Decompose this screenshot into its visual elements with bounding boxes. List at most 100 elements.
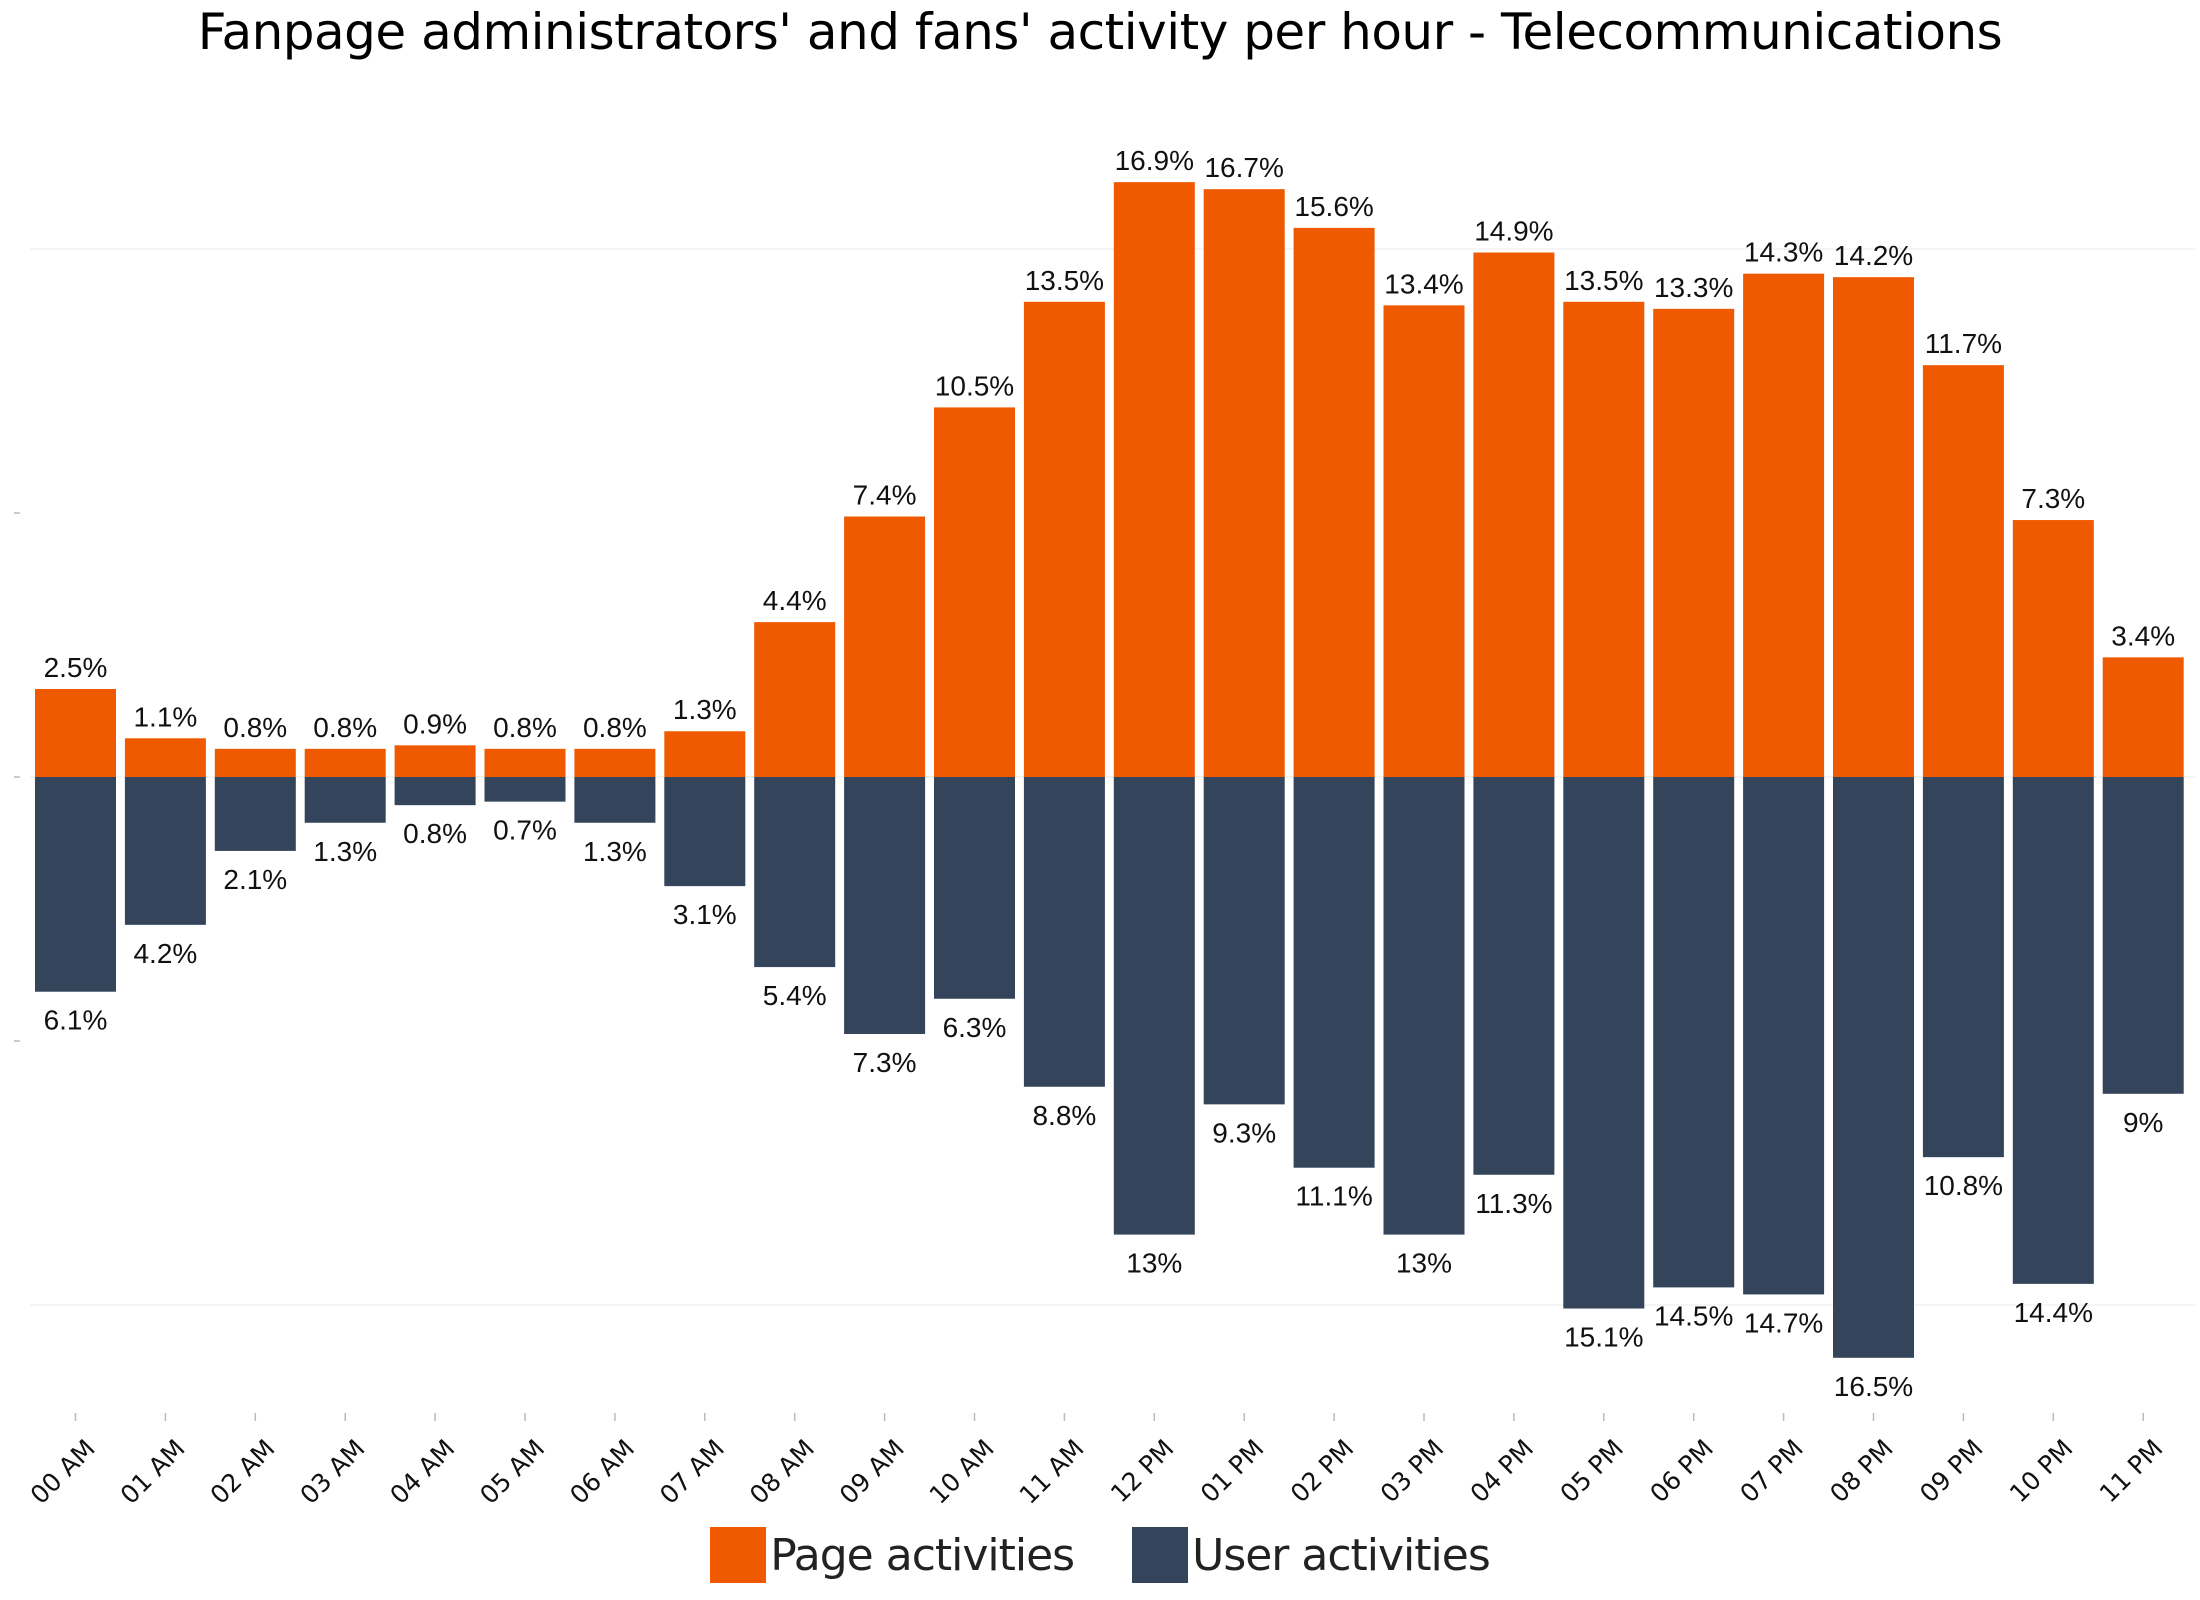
bar-page-activities[interactable]	[484, 748, 566, 777]
bar-page-activities[interactable]	[754, 622, 836, 777]
value-label-user-activities: 11.1%	[1295, 1181, 1372, 1212]
value-label-page-activities: 13.5%	[1564, 265, 1643, 296]
x-tick-label: 01 AM	[115, 1434, 191, 1510]
value-label-page-activities: 11.7%	[1925, 328, 2002, 359]
value-label-page-activities: 16.9%	[1115, 145, 1194, 176]
value-label-user-activities: 5.4%	[763, 980, 827, 1011]
bar-page-activities[interactable]	[2102, 657, 2184, 777]
bar-user-activities[interactable]	[124, 777, 206, 925]
value-label-page-activities: 10.5%	[935, 370, 1014, 401]
value-label-page-activities: 1.1%	[133, 701, 197, 732]
bar-user-activities[interactable]	[934, 777, 1015, 999]
legend-item-page-activities[interactable]: Page activities	[710, 1527, 1075, 1583]
bar-user-activities[interactable]	[1023, 777, 1105, 1087]
x-tick-label: 10 PM	[2004, 1434, 2079, 1509]
value-label-user-activities: 14.5%	[1654, 1300, 1733, 1331]
bar-page-activities[interactable]	[1743, 273, 1825, 777]
bar-user-activities[interactable]	[574, 777, 656, 823]
value-label-page-activities: 14.9%	[1474, 216, 1553, 247]
bar-user-activities[interactable]	[1833, 777, 1914, 1358]
x-tick-label: 04 AM	[384, 1434, 460, 1510]
bar-page-activities[interactable]	[214, 748, 296, 777]
value-label-user-activities: 15.1%	[1564, 1322, 1643, 1353]
bar-user-activities[interactable]	[214, 777, 296, 851]
bar-user-activities[interactable]	[304, 777, 386, 823]
bar-user-activities[interactable]	[394, 777, 476, 806]
bar-page-activities[interactable]	[1922, 365, 2004, 777]
value-label-user-activities: 9.3%	[1212, 1117, 1276, 1148]
value-label-user-activities: 10.8%	[1924, 1170, 2003, 1201]
bar-user-activities[interactable]	[484, 777, 566, 802]
value-label-user-activities: 13%	[1396, 1248, 1452, 1279]
value-label-page-activities: 0.8%	[223, 712, 287, 743]
value-label-page-activities: 7.3%	[2021, 483, 2085, 514]
legend: Page activities User activities	[0, 1527, 2200, 1583]
value-label-page-activities: 15.6%	[1294, 191, 1373, 222]
x-tick-label: 02 PM	[1285, 1434, 1360, 1509]
bar-page-activities[interactable]	[1383, 305, 1465, 777]
bar-page-activities[interactable]	[35, 689, 116, 777]
x-tick-label: 09 AM	[834, 1434, 910, 1510]
bar-page-activities[interactable]	[664, 731, 746, 777]
bar-user-activities[interactable]	[1383, 777, 1465, 1235]
x-tick-label: 09 PM	[1914, 1434, 1989, 1509]
bar-page-activities[interactable]	[304, 748, 386, 777]
bar-page-activities[interactable]	[1203, 189, 1285, 777]
bar-user-activities[interactable]	[1563, 777, 1645, 1309]
x-tick-label: 00 AM	[25, 1434, 101, 1510]
value-label-user-activities: 6.1%	[44, 1005, 108, 1036]
bar-page-activities[interactable]	[844, 516, 926, 777]
bar-user-activities[interactable]	[1203, 777, 1285, 1105]
value-label-user-activities: 1.3%	[313, 836, 377, 867]
bar-page-activities[interactable]	[1653, 308, 1735, 777]
bar-page-activities[interactable]	[934, 407, 1015, 777]
x-tick-label: 03 AM	[294, 1434, 370, 1510]
bar-user-activities[interactable]	[2102, 777, 2184, 1094]
bar-page-activities[interactable]	[574, 748, 656, 777]
bar-user-activities[interactable]	[1293, 777, 1375, 1168]
bar-page-activities[interactable]	[1023, 301, 1105, 777]
bar-user-activities[interactable]	[1653, 777, 1735, 1288]
bar-page-activities[interactable]	[1473, 252, 1555, 777]
bar-page-activities[interactable]	[1113, 182, 1195, 777]
value-label-user-activities: 9%	[2123, 1107, 2163, 1138]
x-tick-label: 05 AM	[474, 1434, 550, 1510]
value-label-page-activities: 14.3%	[1744, 237, 1823, 268]
legend-swatch-page-activities	[710, 1527, 767, 1583]
value-label-user-activities: 13%	[1126, 1248, 1182, 1279]
bar-user-activities[interactable]	[35, 777, 116, 992]
bar-page-activities[interactable]	[394, 745, 476, 777]
bar-page-activities[interactable]	[1563, 301, 1645, 777]
value-label-page-activities: 0.8%	[583, 712, 647, 743]
x-tick-label: 08 PM	[1824, 1434, 1899, 1509]
value-label-user-activities: 2.1%	[223, 864, 287, 895]
bar-user-activities[interactable]	[1922, 777, 2004, 1158]
value-label-user-activities: 14.4%	[2014, 1297, 2093, 1328]
value-label-page-activities: 13.4%	[1384, 268, 1463, 299]
value-label-page-activities: 0.8%	[313, 712, 377, 743]
legend-label-page-activities: Page activities	[770, 1529, 1075, 1581]
value-label-user-activities: 14.7%	[1744, 1307, 1823, 1338]
x-tick-label: 06 PM	[1644, 1434, 1719, 1509]
legend-item-user-activities[interactable]: User activities	[1132, 1527, 1491, 1583]
bar-user-activities[interactable]	[1743, 777, 1825, 1295]
bar-user-activities[interactable]	[2012, 777, 2094, 1284]
value-label-page-activities: 13.5%	[1025, 265, 1104, 296]
bar-page-activities[interactable]	[2012, 520, 2094, 777]
x-tick-label: 12 PM	[1105, 1434, 1180, 1509]
bar-user-activities[interactable]	[664, 777, 746, 887]
bar-page-activities[interactable]	[1293, 227, 1375, 777]
bar-user-activities[interactable]	[754, 777, 836, 968]
bar-page-activities[interactable]	[124, 738, 206, 777]
value-label-page-activities: 0.8%	[493, 712, 557, 743]
bar-user-activities[interactable]	[1473, 777, 1555, 1175]
bar-user-activities[interactable]	[844, 777, 926, 1034]
bar-page-activities[interactable]	[1833, 277, 1914, 777]
value-label-user-activities: 6.3%	[943, 1012, 1007, 1043]
value-label-user-activities: 8.8%	[1032, 1100, 1096, 1131]
value-label-user-activities: 16.5%	[1834, 1371, 1913, 1402]
bar-user-activities[interactable]	[1113, 777, 1195, 1235]
value-label-user-activities: 0.8%	[403, 818, 467, 849]
value-label-page-activities: 14.2%	[1834, 240, 1913, 271]
